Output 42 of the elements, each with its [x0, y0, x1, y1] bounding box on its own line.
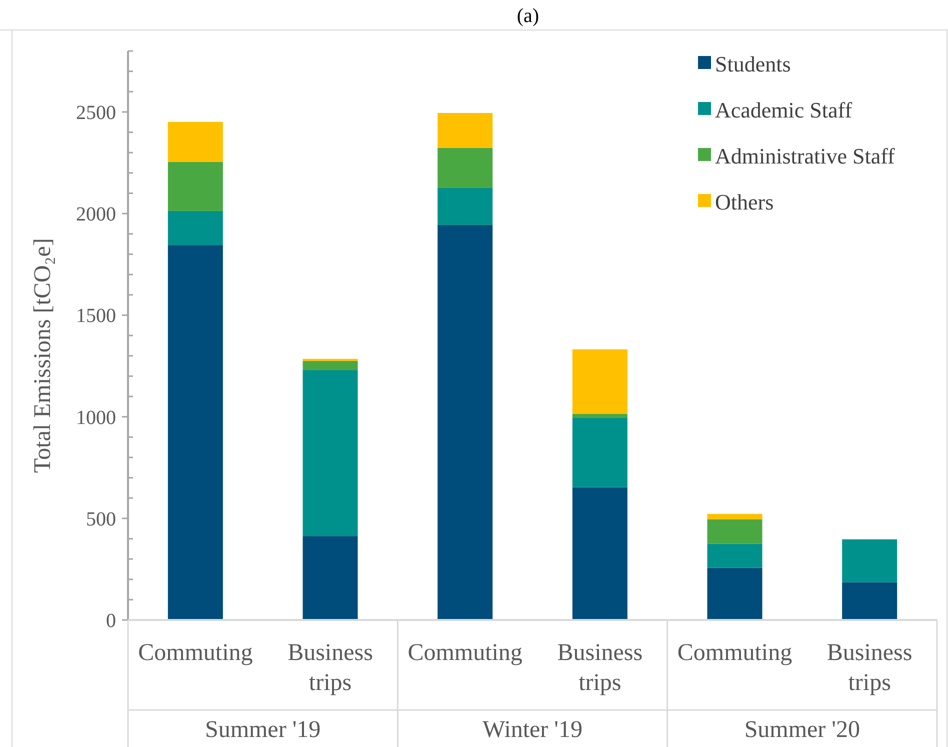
x-tick-label: Business trips	[557, 640, 643, 696]
bar	[168, 210, 223, 246]
text: Summer '19	[205, 717, 321, 743]
y-tick-label: 0	[106, 610, 116, 632]
bar	[707, 514, 762, 520]
bar	[168, 162, 223, 211]
bar	[302, 536, 358, 620]
x-tick-label: Commuting	[677, 640, 792, 666]
y-tick-label: 500	[86, 508, 116, 530]
bar	[438, 224, 493, 620]
y-tick-label: 1000	[76, 406, 116, 429]
x-tick-label: Commuting	[138, 640, 253, 666]
chart-title: (a)	[516, 5, 540, 27]
y-tick-label: 2000	[76, 204, 116, 226]
bar	[572, 418, 628, 488]
legend-label: Administrative Staff	[715, 144, 896, 169]
text: Summer '20	[744, 717, 860, 743]
bar	[707, 519, 762, 544]
bar	[842, 539, 898, 582]
bar	[842, 582, 898, 620]
bar	[168, 245, 223, 620]
y-axis-title: Total Emissions [tCO₂e]	[30, 238, 56, 473]
y-tick-label: 2500	[76, 102, 116, 124]
x-tick-label: Commuting	[408, 640, 522, 666]
bar	[572, 414, 628, 418]
y-tick-label: 1500	[76, 305, 116, 328]
text: Winter '19	[482, 717, 582, 743]
bar	[438, 112, 493, 148]
bar	[302, 360, 358, 370]
bar	[438, 188, 493, 225]
x-tick-label: Business trips	[288, 640, 373, 696]
bar	[572, 349, 628, 414]
legend-label: Students	[715, 52, 791, 77]
bar	[302, 370, 358, 536]
legend-label: Academic Staff	[715, 98, 853, 123]
bar	[707, 568, 762, 620]
bar	[438, 148, 493, 188]
bar	[168, 122, 223, 162]
bar	[572, 487, 628, 620]
x-tick-label: Business trips	[826, 640, 912, 696]
bar	[707, 544, 762, 568]
legend-label: Others	[715, 190, 774, 215]
